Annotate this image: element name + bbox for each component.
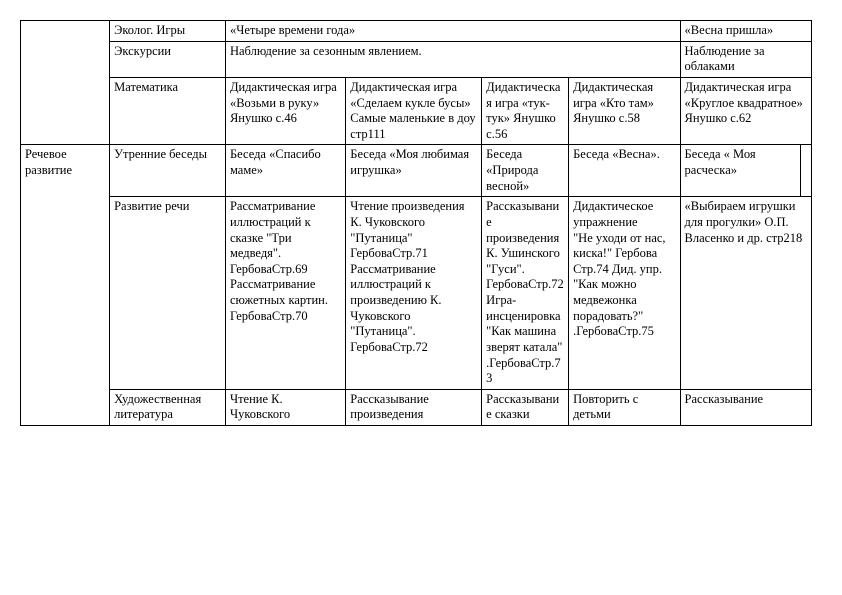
table-cell: Развитие речи bbox=[110, 197, 226, 390]
table-cell: Рассказывание bbox=[680, 389, 811, 425]
table-cell: Дидактическое упражнение"Не уходи от нас… bbox=[569, 197, 680, 390]
table-cell: «Весна пришла» bbox=[680, 21, 811, 42]
table-row: Речевое развитиеУтренние беседыБеседа «С… bbox=[21, 145, 812, 197]
table-cell: Беседа «Весна». bbox=[569, 145, 680, 197]
table-cell: Беседа «Спасибо маме» bbox=[225, 145, 345, 197]
table-cell: Дидактическая игра «Возьми в руку» Янушк… bbox=[225, 77, 345, 145]
table-cell: Рассматривание иллюстраций к сказке "Три… bbox=[225, 197, 345, 390]
table-cell: Дидактическая игра «Круглое квадратное» … bbox=[680, 77, 811, 145]
table-row: ЭкскурсииНаблюдение за сезонным явлением… bbox=[21, 41, 812, 77]
table-cell: Дидактическая игра «Кто там» Янушко с.58 bbox=[569, 77, 680, 145]
table-cell: Речевое развитие bbox=[21, 145, 110, 426]
table-cell: Рассказывание произведения К. Ушинского … bbox=[482, 197, 569, 390]
table-cell bbox=[21, 21, 110, 145]
table-cell: Наблюдение за облаками bbox=[680, 41, 811, 77]
document-page: Эколог. Игры«Четыре времени года»«Весна … bbox=[0, 0, 842, 446]
table-cell: Математика bbox=[110, 77, 226, 145]
table-row: Эколог. Игры«Четыре времени года»«Весна … bbox=[21, 21, 812, 42]
table-cell: Беседа « Моя расческа» bbox=[680, 145, 800, 197]
table-cell: Утренние беседы bbox=[110, 145, 226, 197]
table-row: Художественная литератураЧтение К. Чуков… bbox=[21, 389, 812, 425]
table-cell: Эколог. Игры bbox=[110, 21, 226, 42]
table-cell: Беседа «Природа весной» bbox=[482, 145, 569, 197]
table-row: МатематикаДидактическая игра «Возьми в р… bbox=[21, 77, 812, 145]
table-cell: Чтение К. Чуковского bbox=[225, 389, 345, 425]
table-cell bbox=[800, 145, 811, 197]
table-cell: Повторить с детьми bbox=[569, 389, 680, 425]
curriculum-table: Эколог. Игры«Четыре времени года»«Весна … bbox=[20, 20, 812, 426]
table-cell: Чтение произведения К. Чуковского "Путан… bbox=[346, 197, 482, 390]
table-row: Развитие речиРассматривание иллюстраций … bbox=[21, 197, 812, 390]
table-cell: «Четыре времени года» bbox=[225, 21, 680, 42]
table-cell: Дидактическая игра «Сделаем кукле бусы»С… bbox=[346, 77, 482, 145]
table-cell: «Выбираем игрушки для прогулки» О.П. Вла… bbox=[680, 197, 811, 390]
table-cell: Рассказывание сказки bbox=[482, 389, 569, 425]
table-cell: Беседа «Моя любимая игрушка» bbox=[346, 145, 482, 197]
table-cell: Экскурсии bbox=[110, 41, 226, 77]
table-cell: Наблюдение за сезонным явлением. bbox=[225, 41, 680, 77]
table-cell: Художественная литература bbox=[110, 389, 226, 425]
table-cell: Дидактическая игра «тук-тук» Янушко с.56 bbox=[482, 77, 569, 145]
table-cell: Рассказывание произведения bbox=[346, 389, 482, 425]
